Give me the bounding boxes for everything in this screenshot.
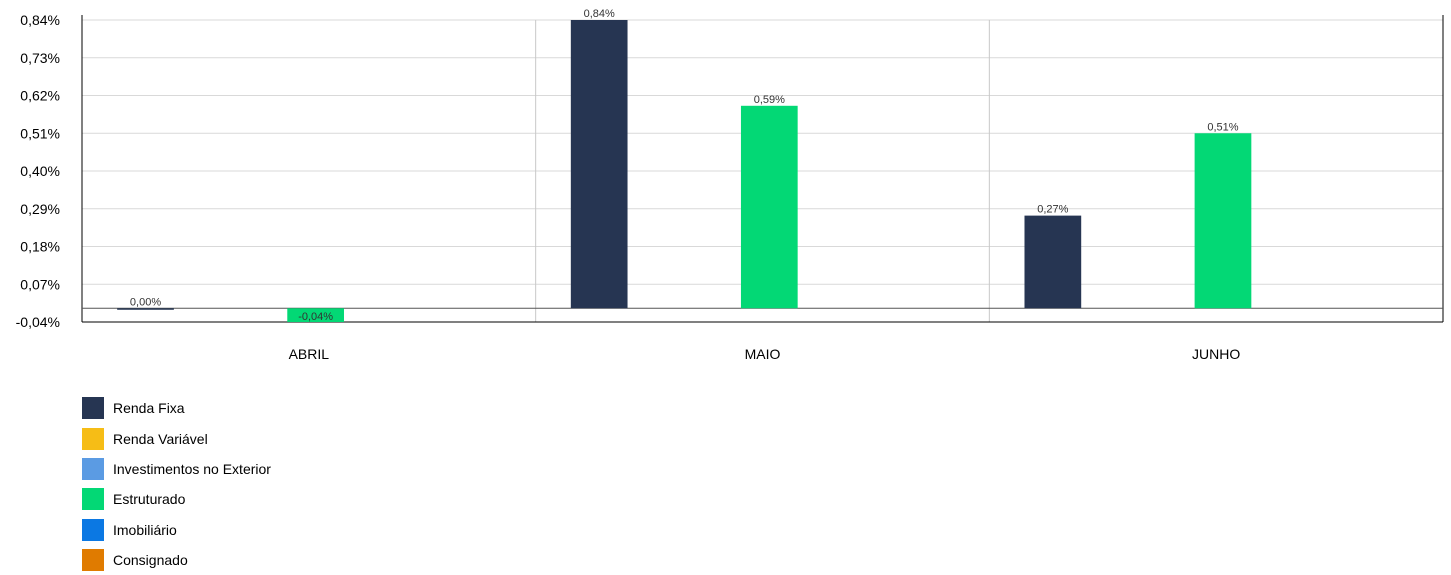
bar — [1194, 133, 1252, 309]
legend-item[interactable]: Estruturado — [82, 484, 271, 514]
legend-item[interactable]: Imobiliário — [82, 515, 271, 545]
legend-swatch — [82, 457, 104, 480]
legend-label: Imobiliário — [113, 521, 177, 538]
y-tick-label: 0,62% — [20, 88, 60, 104]
legend-label: Renda Fixa — [113, 400, 185, 417]
y-tick-label: 0,84% — [20, 12, 60, 28]
data-label: 0,59% — [754, 94, 785, 106]
bar — [740, 105, 798, 309]
x-tick-label: ABRIL — [289, 346, 330, 362]
data-label: 0,00% — [130, 296, 161, 308]
y-tick-label: 0,40% — [20, 163, 60, 179]
data-label: 0,51% — [1207, 121, 1238, 133]
legend-swatch — [82, 397, 104, 420]
x-tick-label: MAIO — [745, 346, 781, 362]
legend-label: Renda Variável — [113, 430, 208, 447]
data-label: -0,04% — [298, 311, 333, 323]
legend-label: Investimentos no Exterior — [113, 460, 271, 477]
y-tick-label: 0,29% — [20, 201, 60, 217]
legend-item[interactable]: Investimentos no Exterior — [82, 454, 271, 484]
y-tick-label: 0,73% — [20, 50, 60, 66]
legend-swatch — [82, 427, 104, 450]
y-tick-label: -0,04% — [16, 314, 60, 330]
y-tick-label: 0,18% — [20, 239, 60, 255]
legend-swatch — [82, 488, 104, 511]
legend-item[interactable]: Renda Variável — [82, 423, 271, 453]
data-label: 0,27% — [1037, 204, 1068, 216]
bar — [287, 308, 344, 322]
legend-item[interactable]: Renda Fixa — [82, 393, 271, 423]
data-label: 0,84% — [584, 8, 615, 20]
legend-swatch — [82, 549, 104, 572]
bar-chart: -0,04% 0,07% 0,18% 0,29% 0,40% 0,51% 0,62% 0,73… — [16, 8, 1444, 362]
legend-label: Consignado — [113, 552, 188, 569]
y-tick-label: 0,07% — [20, 276, 60, 292]
legend: Renda Fixa Renda Variável Investimentos no… — [82, 393, 271, 575]
bar — [117, 308, 174, 310]
bar — [570, 20, 628, 309]
y-tick-label: 0,51% — [20, 125, 60, 141]
legend-swatch — [82, 518, 104, 541]
legend-item[interactable]: Consignado — [82, 545, 271, 575]
legend-label: Estruturado — [113, 491, 186, 508]
bar — [1024, 215, 1082, 309]
x-tick-label: JUNHO — [1192, 346, 1240, 362]
